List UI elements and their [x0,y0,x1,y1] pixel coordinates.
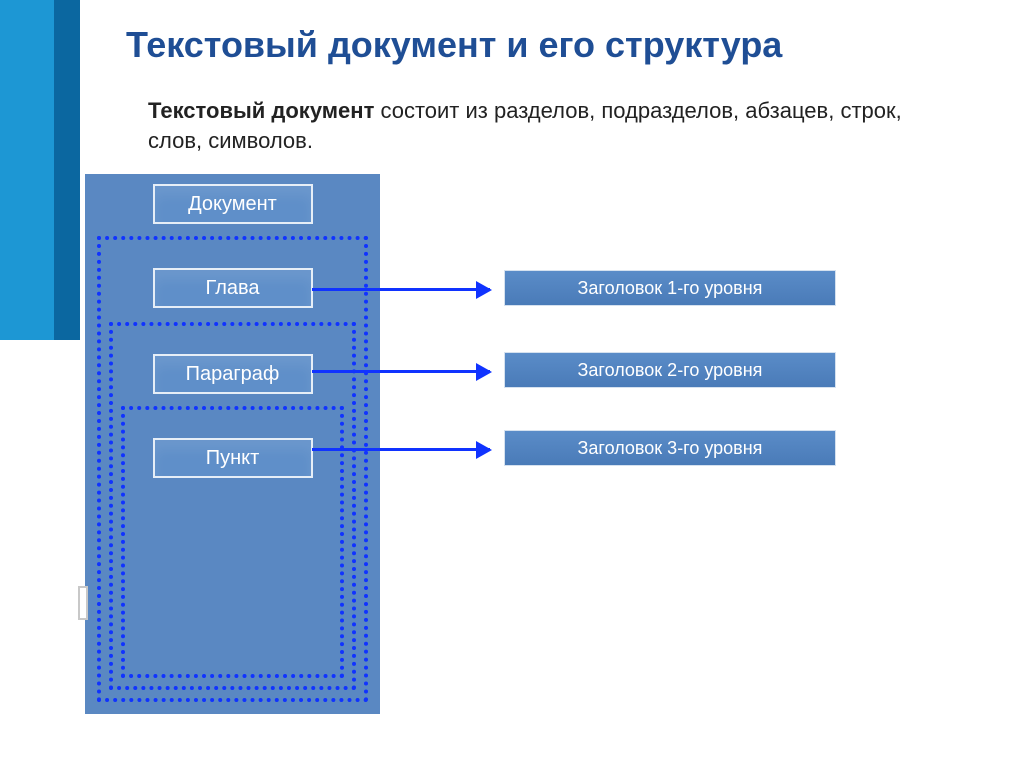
hierarchy-panel: Документ Глава Параграф Пункт [85,174,380,714]
heading-level-1: Заголовок 1-го уровня [504,270,836,306]
side-accent-light [0,0,54,340]
box-item: Пункт [153,438,313,478]
heading-level-3: Заголовок 3-го уровня [504,430,836,466]
arrow-2 [312,370,490,373]
box-document: Документ [153,184,313,224]
box-chapter: Глава [153,268,313,308]
stub-rect [78,586,88,620]
box-paragraph: Параграф [153,354,313,394]
intro-bold: Текстовый документ [148,98,374,123]
slide-title: Текстовый документ и его структура [126,24,782,66]
intro-text: Текстовый документ состоит из разделов, … [148,96,908,155]
arrow-3 [312,448,490,451]
side-accent-dark [54,0,80,340]
heading-level-2: Заголовок 2-го уровня [504,352,836,388]
arrow-1 [312,288,490,291]
